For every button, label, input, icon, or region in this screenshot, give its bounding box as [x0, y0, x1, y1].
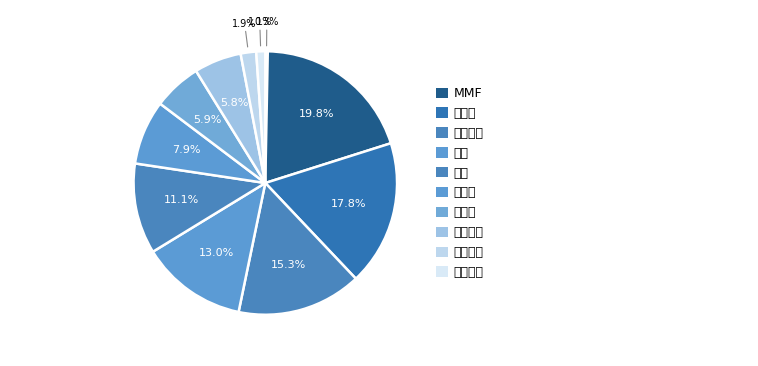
Wedge shape — [240, 52, 265, 183]
Wedge shape — [153, 183, 265, 312]
Wedge shape — [239, 183, 356, 315]
Text: 13.0%: 13.0% — [199, 248, 233, 258]
Wedge shape — [135, 104, 265, 183]
Text: 1.1%: 1.1% — [248, 17, 272, 46]
Text: 1.9%: 1.9% — [233, 19, 257, 47]
Wedge shape — [256, 51, 265, 183]
Wedge shape — [196, 53, 265, 183]
Wedge shape — [265, 51, 391, 183]
Wedge shape — [265, 51, 268, 183]
Text: 5.9%: 5.9% — [193, 115, 222, 125]
Text: 7.9%: 7.9% — [172, 145, 201, 155]
Text: 17.8%: 17.8% — [330, 199, 366, 209]
Text: 11.1%: 11.1% — [164, 195, 199, 205]
Wedge shape — [133, 163, 265, 252]
Wedge shape — [265, 143, 397, 279]
Text: 15.3%: 15.3% — [271, 260, 306, 270]
Text: 5.8%: 5.8% — [220, 98, 249, 108]
Wedge shape — [160, 71, 265, 183]
Text: 0.3%: 0.3% — [255, 17, 279, 46]
Legend: MMF, 부동산, 특별자산, 채권, 주식, 재간접, 파생형, 혼합자산, 혼합채권, 혼합주식: MMF, 부동산, 특별자산, 채권, 주식, 재간접, 파생형, 혼합자산, … — [437, 87, 484, 279]
Text: 19.8%: 19.8% — [299, 109, 334, 119]
